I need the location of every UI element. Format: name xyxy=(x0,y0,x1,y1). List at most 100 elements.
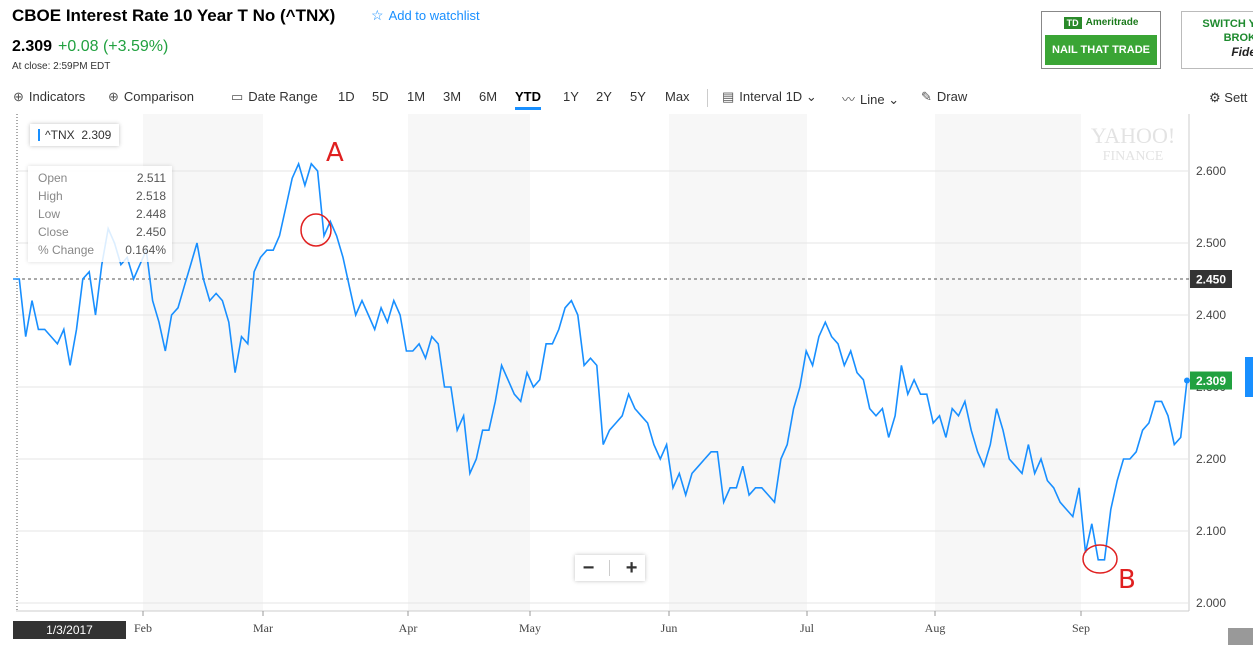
range-1m[interactable]: 1M xyxy=(407,89,426,104)
chart-toolbar: ⊕ Indicators ⊕ Comparison ▭ Date Range 1D 5… xyxy=(0,87,1253,110)
plus-circle-icon: ⊕ xyxy=(13,89,24,104)
range-3m[interactable]: 3M xyxy=(443,89,462,104)
chevron-down-icon: ⌄ xyxy=(888,92,900,107)
last-price-label: 2.309 xyxy=(1196,374,1226,388)
range-1y[interactable]: 1Y xyxy=(563,89,579,104)
chart-type-label: Line xyxy=(860,92,885,107)
date-range-label: Date Range xyxy=(248,89,318,104)
annotation-label-a: A xyxy=(326,138,344,168)
y-tick-label: 2.000 xyxy=(1196,596,1226,610)
settings-button[interactable]: ⚙ Sett xyxy=(1209,90,1247,106)
ad2-line1: SWITCH Y xyxy=(1202,18,1253,30)
ohlc-value: 2.448 xyxy=(135,207,166,221)
price-change: +0.08 (+3.59%) xyxy=(58,38,169,55)
range-max[interactable]: Max xyxy=(665,89,690,104)
ad-brand-row: TD Ameritrade xyxy=(1042,12,1160,33)
range-1d[interactable]: 1D xyxy=(338,89,355,104)
x-tick-label: Mar xyxy=(253,621,273,635)
x-tick-label: Apr xyxy=(399,621,418,635)
ohlc-value: 2.511 xyxy=(136,171,166,185)
watchlist-label: Add to watchlist xyxy=(388,8,480,23)
ohlc-value: 2.450 xyxy=(135,225,166,239)
y-tick-label: 2.100 xyxy=(1196,524,1226,538)
calendar-icon: ▭ xyxy=(231,89,244,104)
settings-label: Sett xyxy=(1224,90,1248,105)
star-icon: ☆ xyxy=(371,7,384,23)
ad-cta-button[interactable]: NAIL THAT TRADE xyxy=(1045,35,1157,65)
annotation-label-b: B xyxy=(1118,565,1136,595)
last-price-dot xyxy=(1184,377,1190,384)
last-price-box xyxy=(1190,371,1232,390)
month-band xyxy=(669,114,807,611)
range-5d[interactable]: 5D xyxy=(372,89,389,104)
chart-type-dropdown[interactable]: 〰 Line ⌄ xyxy=(842,89,899,108)
price-line xyxy=(13,161,1188,561)
price-chart[interactable]: 2.0002.1002.2002.3002.4002.5002.600FebMa… xyxy=(0,114,1253,645)
chart-svg: 2.0002.1002.2002.3002.4002.5002.600FebMa… xyxy=(13,114,1232,635)
pencil-icon: ✎ xyxy=(921,89,932,104)
close-time: At close: 2:59PM EDT xyxy=(12,61,111,72)
indicators-button[interactable]: ⊕ Indicators xyxy=(13,89,85,105)
x-tick-label: May xyxy=(519,621,541,635)
ad2-brand: Fide xyxy=(1231,45,1253,59)
ohlc-value: 0.164% xyxy=(125,243,166,257)
x-tick-label: Sep xyxy=(1072,621,1090,635)
ohlc-row: Low 2.448 xyxy=(38,205,166,223)
ad2-line2: BROK xyxy=(1223,32,1253,44)
range-5y[interactable]: 5Y xyxy=(630,89,646,104)
ohlc-row: Close 2.450 xyxy=(38,223,166,241)
range-2y[interactable]: 2Y xyxy=(596,89,612,104)
watermark: FINANCE xyxy=(1103,149,1164,164)
line-chart-icon: 〰 xyxy=(842,92,856,107)
ohlc-label: Low xyxy=(38,207,61,221)
side-panel-tab[interactable] xyxy=(1245,357,1253,397)
toolbar-divider xyxy=(707,89,708,107)
hover-value-label: 2.450 xyxy=(1196,273,1226,287)
zoom-in-button[interactable]: + xyxy=(625,556,638,579)
annotation-circle-a xyxy=(300,213,332,247)
add-to-watchlist-button[interactable]: ☆ Add to watchlist xyxy=(371,7,480,24)
td-logo: TD xyxy=(1063,16,1082,29)
x-tick-label: Jun xyxy=(661,621,678,635)
ohlc-row: % Change 0.164% xyxy=(38,241,166,259)
interval-dropdown[interactable]: ▤ Interval 1D ⌄ xyxy=(722,89,817,105)
comparison-button[interactable]: ⊕ Comparison xyxy=(108,89,194,105)
date-cursor-label: 1/3/2017 xyxy=(13,621,126,639)
plus-circle-icon: ⊕ xyxy=(108,89,119,104)
page-title: CBOE Interest Rate 10 Year T No (^TNX) xyxy=(12,6,336,25)
chevron-down-icon: ⌄ xyxy=(805,89,817,104)
legend-value: 2.309 xyxy=(81,128,112,142)
zoom-out-button[interactable]: − xyxy=(582,556,595,579)
watermark: YAHOO! xyxy=(1091,123,1175,148)
ohlc-row: Open 2.511 xyxy=(38,169,166,187)
zoom-divider xyxy=(609,560,611,576)
indicators-label: Indicators xyxy=(28,89,86,104)
x-tick-label: Feb xyxy=(134,621,152,635)
date-range-button[interactable]: ▭ Date Range xyxy=(231,89,318,105)
zoom-controls: − + xyxy=(575,555,645,581)
ruler-icon: ▤ xyxy=(722,89,735,104)
ohlc-tooltip: Open 2.511 High 2.518 Low 2.448 Close 2.450 … xyxy=(28,166,172,262)
range-ytd[interactable]: YTD xyxy=(515,89,541,110)
y-tick-label: 2.500 xyxy=(1196,236,1226,250)
legend-symbol: ^TNX xyxy=(45,128,75,142)
x-tick-label: Aug xyxy=(925,621,946,635)
scroll-corner[interactable] xyxy=(1228,628,1253,645)
annotation-circle-b xyxy=(1082,544,1118,574)
range-6m[interactable]: 6M xyxy=(479,89,498,104)
fidelity-ad[interactable]: SWITCH Y BROK Fide xyxy=(1181,11,1253,69)
month-band xyxy=(935,114,1081,611)
draw-button[interactable]: ✎ Draw xyxy=(921,89,967,105)
interval-label: Interval xyxy=(739,89,782,104)
price-row: 2.309 +0.08 (+3.59%) xyxy=(12,38,168,56)
ohlc-value: 2.518 xyxy=(135,189,166,203)
chart-legend: ^TNX 2.309 xyxy=(30,124,120,146)
series-swatch xyxy=(38,129,40,141)
comparison-label: Comparison xyxy=(123,89,194,104)
ohlc-label: High xyxy=(38,189,63,203)
x-tick-label: Jul xyxy=(800,621,815,635)
interval-value: 1D xyxy=(785,89,803,104)
ohlc-label: Close xyxy=(38,225,69,239)
ameritrade-ad[interactable]: TD Ameritrade NAIL THAT TRADE xyxy=(1041,11,1161,69)
ohlc-label: Open xyxy=(38,171,68,185)
